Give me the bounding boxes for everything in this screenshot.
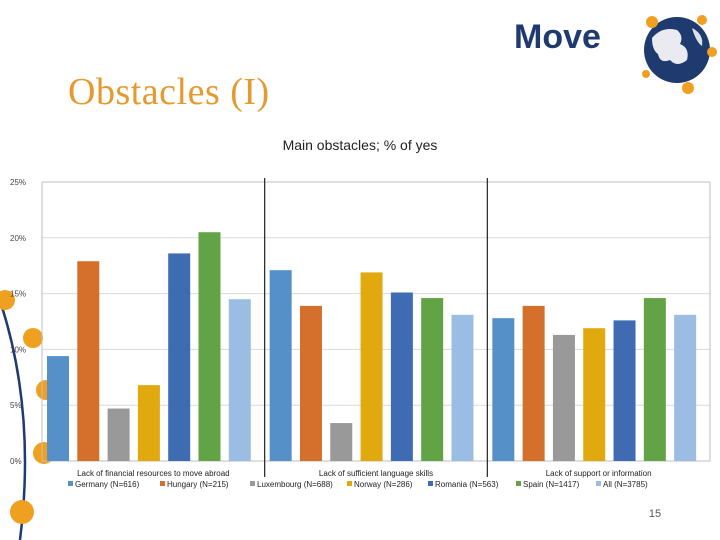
legend-label: Norway (N=286) bbox=[354, 480, 413, 489]
x-category-label: Lack of sufficient language skills bbox=[319, 469, 433, 478]
y-tick-label: 5% bbox=[10, 401, 22, 410]
bar bbox=[107, 408, 130, 461]
x-category-label: Lack of support or information bbox=[546, 469, 652, 478]
slide-title: Obstacles (I) bbox=[68, 71, 270, 113]
bar bbox=[421, 298, 444, 461]
legend-label: Luxembourg (N=688) bbox=[257, 480, 333, 489]
y-tick-label: 0% bbox=[10, 457, 22, 466]
chart-title: Main obstacles; % of yes bbox=[282, 137, 438, 153]
bar bbox=[228, 299, 251, 461]
bar bbox=[451, 314, 474, 461]
bar bbox=[552, 334, 575, 461]
y-tick-label: 25% bbox=[10, 178, 26, 187]
globe-icon bbox=[642, 15, 717, 94]
legend-swatch bbox=[428, 481, 433, 486]
bar bbox=[47, 356, 69, 461]
bar bbox=[613, 320, 636, 461]
bar bbox=[360, 272, 383, 461]
legend-swatch bbox=[68, 481, 73, 486]
bar bbox=[522, 305, 545, 461]
bar bbox=[643, 298, 666, 461]
legend-label: All (N=3785) bbox=[603, 480, 648, 489]
bar bbox=[674, 314, 697, 461]
bar bbox=[168, 253, 191, 461]
legend-label: Spain (N=1417) bbox=[523, 480, 580, 489]
legend-swatch bbox=[596, 481, 601, 486]
bar bbox=[299, 305, 322, 461]
bar bbox=[390, 292, 413, 461]
bar bbox=[269, 270, 292, 461]
brand-logo: Move bbox=[514, 15, 717, 94]
bar bbox=[137, 385, 160, 461]
bar bbox=[77, 261, 100, 461]
bar bbox=[492, 318, 515, 461]
x-category-label: Lack of financial resources to move abro… bbox=[77, 469, 230, 478]
legend-label: Germany (N=616) bbox=[75, 480, 140, 489]
y-tick-label: 15% bbox=[10, 290, 26, 299]
y-tick-label: 10% bbox=[10, 345, 26, 354]
y-tick-label: 20% bbox=[10, 234, 26, 243]
decorative-dot bbox=[10, 500, 34, 524]
bar-chart: 0% 5% 10% 15% 20% 25% Lack of financial resour… bbox=[10, 178, 711, 489]
page-number: 15 bbox=[648, 508, 662, 520]
bar bbox=[583, 328, 606, 461]
legend-swatch bbox=[347, 481, 352, 486]
legend-swatch bbox=[160, 481, 165, 486]
legend-swatch bbox=[516, 481, 521, 486]
legend-swatch bbox=[250, 481, 255, 486]
bar bbox=[330, 423, 353, 461]
legend-label: Hungary (N=215) bbox=[167, 480, 229, 489]
bar bbox=[198, 232, 221, 461]
brand-name: Move bbox=[514, 18, 601, 56]
legend-label: Romania (N=563) bbox=[435, 480, 499, 489]
